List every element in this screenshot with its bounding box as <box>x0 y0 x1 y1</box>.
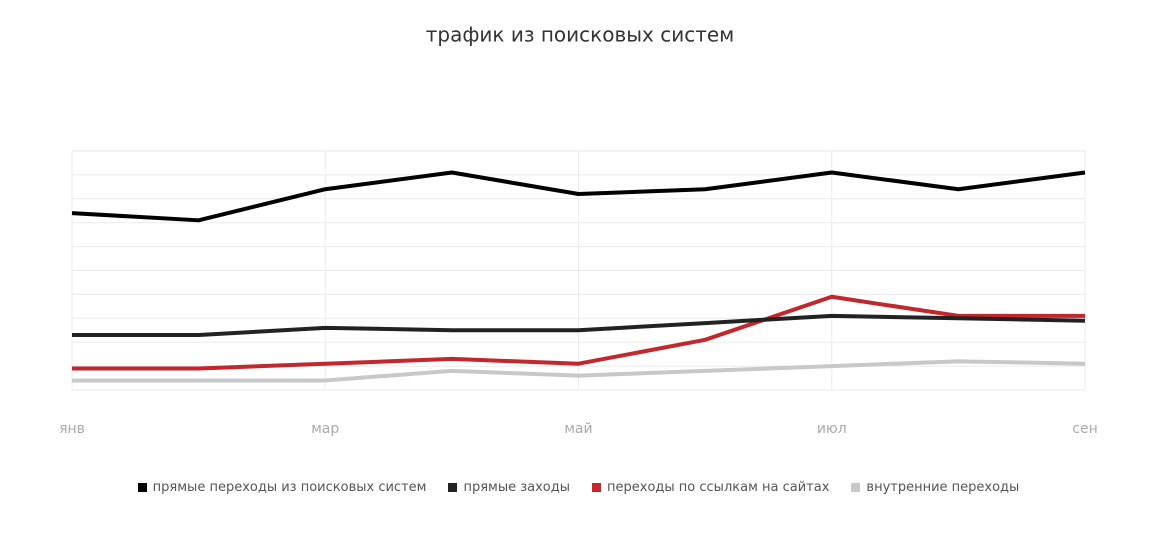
legend-swatch <box>592 483 602 492</box>
legend-swatch <box>137 483 147 492</box>
legend-label: прямые переходы из поисковых систем <box>152 480 427 495</box>
legend-item: переходы по ссылкам на сайтах <box>592 480 829 495</box>
chart: трафик из поисковых систем янв мар май июл с… <box>59 23 1098 438</box>
chart-title: трафик из поисковых систем <box>426 23 735 47</box>
legend-label: внутренние переходы <box>866 480 1020 495</box>
x-tick-label: сен <box>1072 421 1097 437</box>
series-line <box>71 170 1086 223</box>
legend-label: переходы по ссылкам на сайтах <box>607 480 830 495</box>
legend-item: прямые переходы из поисковых систем <box>137 480 427 495</box>
x-tick-label: янв <box>59 421 85 437</box>
legend-label: прямые заходы <box>463 480 571 495</box>
legend: прямые переходы из поисковых систем прямы… <box>0 480 1157 495</box>
x-tick-label: июл <box>817 421 847 437</box>
x-tick-label: май <box>564 421 592 437</box>
legend-item: внутренние переходы <box>851 480 1019 495</box>
series-line <box>72 294 1085 371</box>
legend-item: прямые заходы <box>448 480 570 495</box>
legend-swatch <box>851 483 861 492</box>
x-tick-label: мар <box>311 421 339 437</box>
series-line <box>72 313 1086 338</box>
legend-swatch <box>448 483 458 492</box>
series-line <box>72 359 1086 383</box>
